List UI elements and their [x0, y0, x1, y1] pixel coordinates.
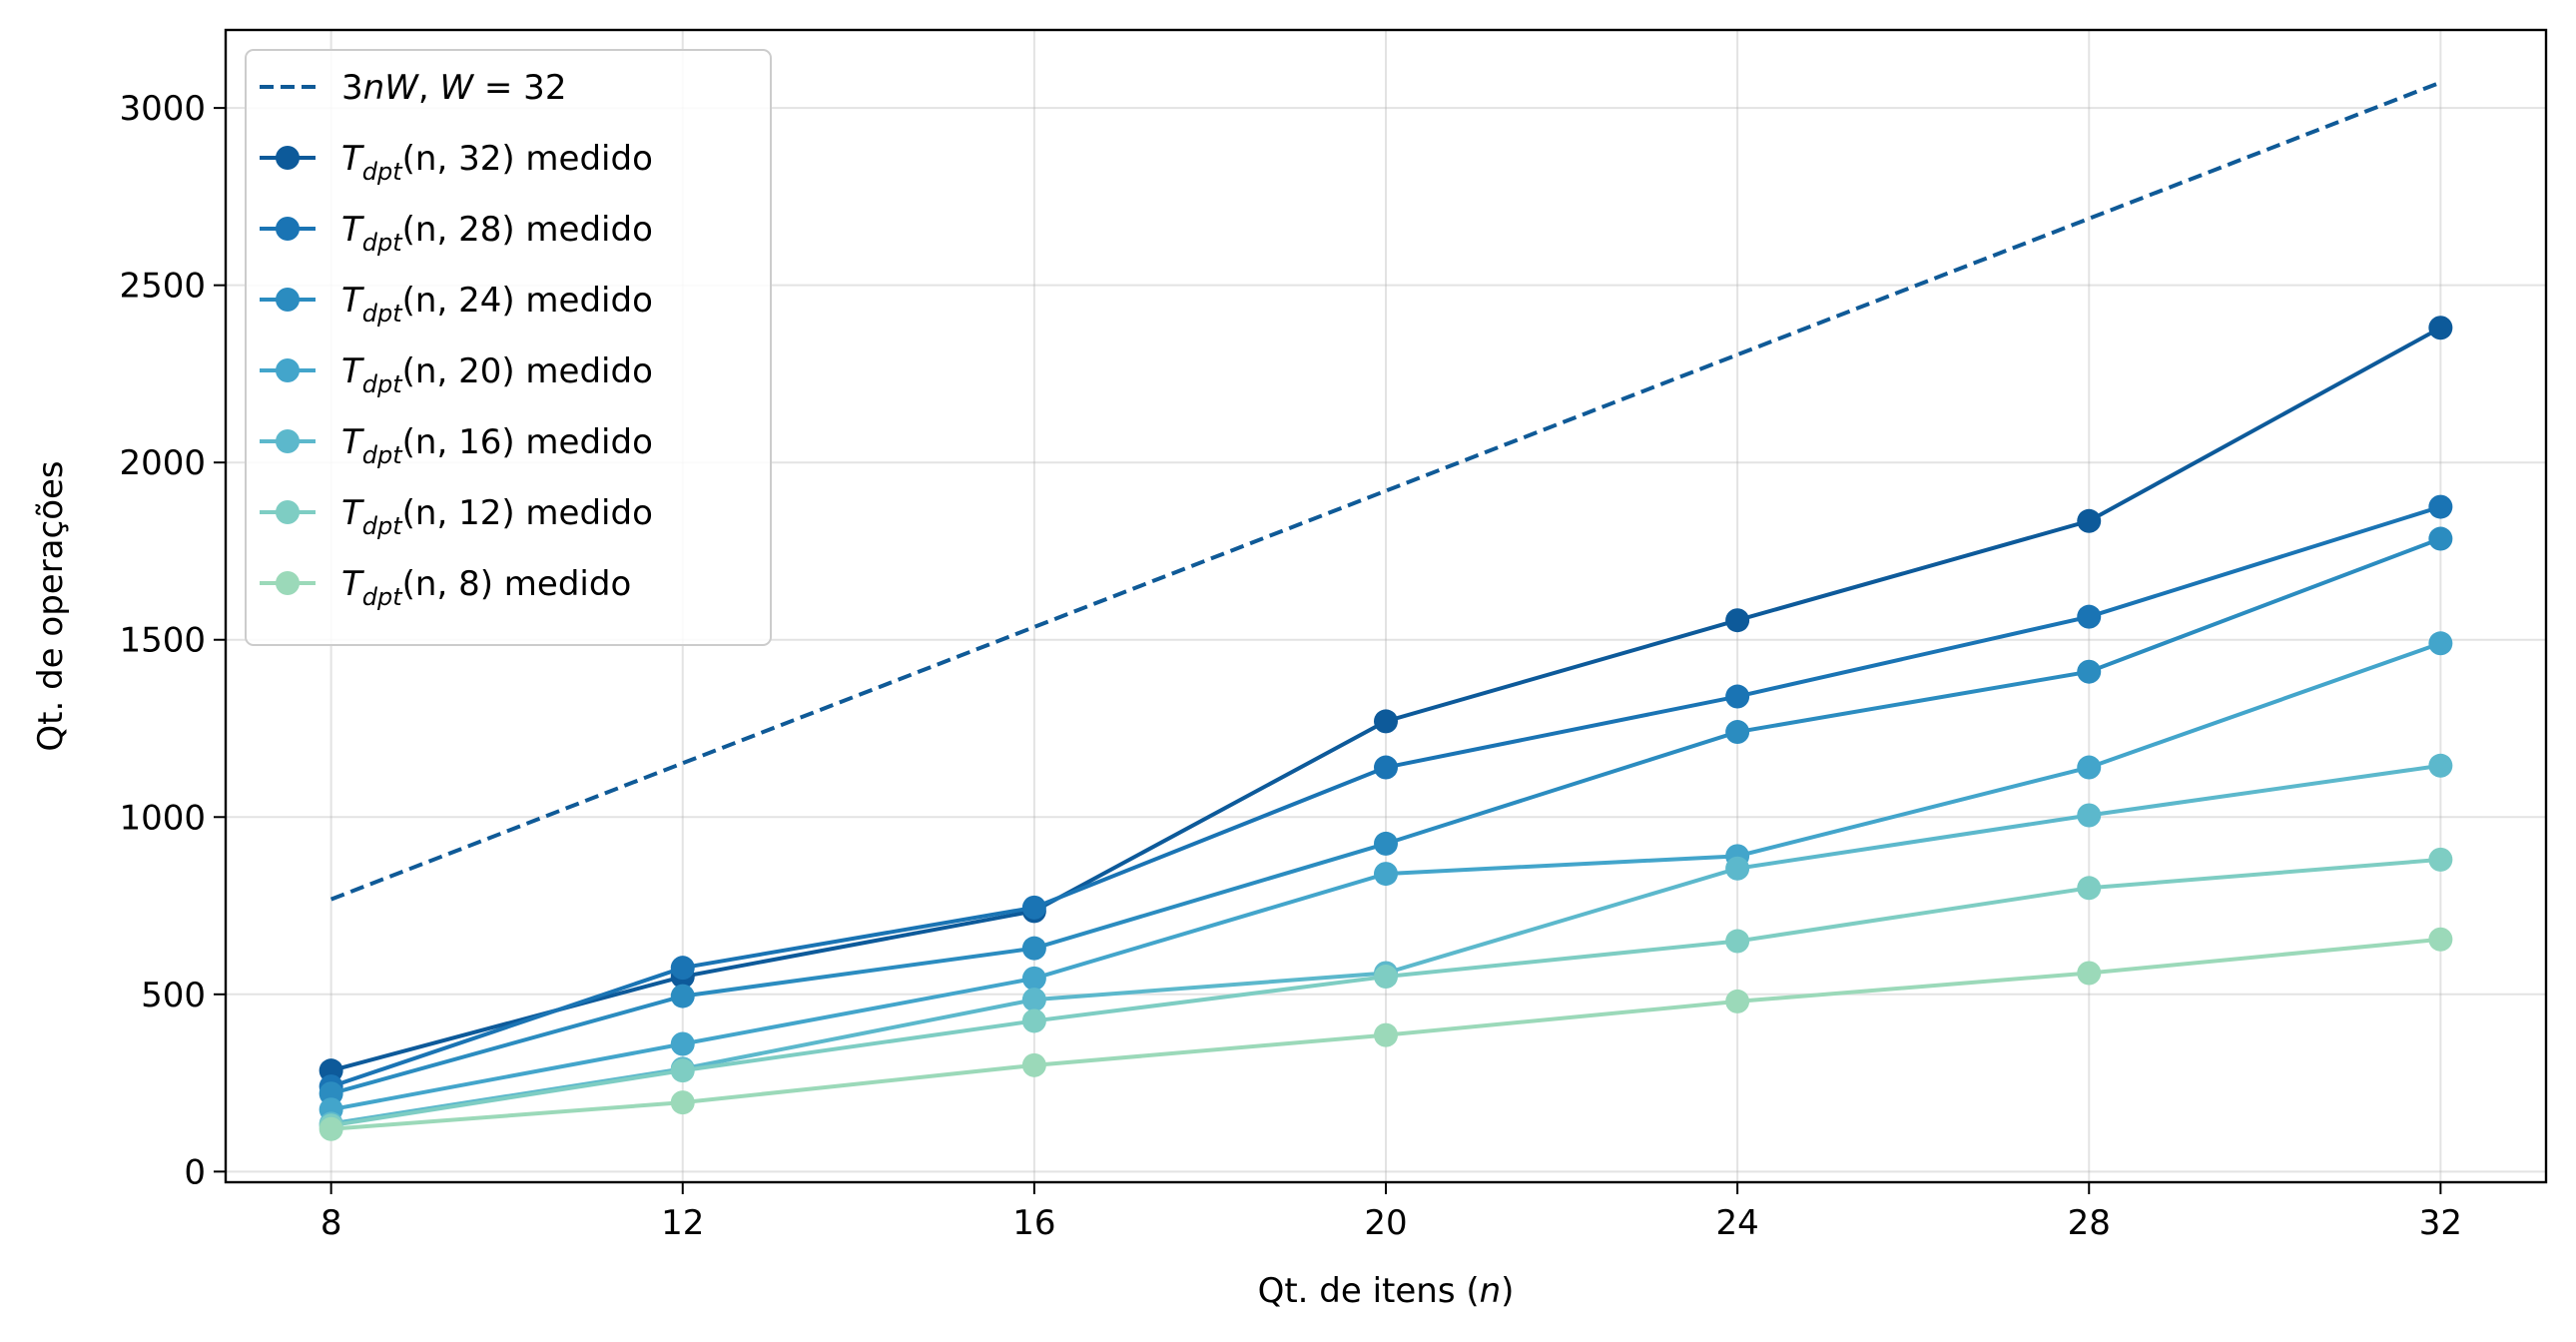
data-point: [2428, 526, 2453, 551]
legend-label: 3nW, W = 32: [341, 68, 566, 108]
y-axis: 0 500 1000 1500 2000 2500 3000: [119, 89, 226, 1192]
y-axis-label: Qt. de operações: [31, 460, 71, 751]
data-point: [2077, 659, 2102, 684]
data-point: [1725, 929, 1750, 954]
data-point: [2077, 604, 2102, 629]
legend-label: Tdpt(n, 8) medido: [341, 564, 631, 611]
data-point: [1374, 755, 1398, 780]
data-point: [670, 1058, 695, 1083]
data-point: [1725, 684, 1750, 709]
x-axis-label-close: ): [1501, 1271, 1514, 1311]
data-point: [1725, 989, 1750, 1013]
y-tick-label: 2500: [119, 267, 206, 307]
legend-label: Tdpt(n, 20) medido: [341, 351, 653, 398]
legend: 3nW, W = 32 Tdpt(n, 32) medido Tdpt(n, 28)…: [245, 49, 772, 646]
y-tick-label: 0: [184, 1152, 206, 1192]
data-point: [2428, 927, 2453, 952]
data-point: [1725, 608, 1750, 633]
data-point: [2428, 494, 2453, 519]
x-tick-label: 16: [1012, 1203, 1055, 1243]
legend-handle-marker: [276, 429, 300, 453]
legend-entry: 3nW, W = 32: [260, 68, 566, 108]
data-point: [2077, 876, 2102, 901]
data-point: [2428, 847, 2453, 872]
data-point: [670, 1090, 695, 1115]
x-tick-label: 28: [2068, 1203, 2111, 1243]
data-point: [1021, 1052, 1046, 1077]
legend-entry: Tdpt(n, 16) medido: [260, 422, 653, 469]
legend-handle-marker: [276, 146, 300, 170]
data-point: [319, 1116, 343, 1141]
data-point: [2077, 961, 2102, 986]
x-axis: 8 12 16 20 24 28 32: [321, 1182, 2462, 1243]
data-point: [2428, 631, 2453, 656]
series-2: [319, 494, 2453, 1099]
data-point: [2077, 508, 2102, 533]
data-point: [670, 1031, 695, 1056]
y-tick-label: 500: [141, 976, 206, 1015]
y-tick-label: 1500: [119, 621, 206, 661]
data-point: [1374, 1022, 1398, 1047]
data-point: [2077, 755, 2102, 780]
y-tick-label: 3000: [119, 89, 206, 129]
legend-handle-marker: [276, 288, 300, 312]
y-tick-label: 2000: [119, 443, 206, 483]
legend-handle-marker: [276, 217, 300, 241]
data-point: [1021, 895, 1046, 920]
data-point: [2077, 803, 2102, 828]
series-7: [319, 927, 2453, 1141]
legend-handle-marker: [276, 571, 300, 595]
data-point: [1021, 966, 1046, 991]
data-point: [670, 956, 695, 981]
data-point: [1021, 936, 1046, 961]
data-point: [1725, 856, 1750, 881]
legend-handle-marker: [276, 500, 300, 524]
y-tick-label: 1000: [119, 798, 206, 838]
legend-entry: Tdpt(n, 32) medido: [260, 139, 653, 186]
x-tick-label: 24: [1715, 1203, 1758, 1243]
data-point: [1374, 862, 1398, 887]
data-point: [1725, 720, 1750, 745]
x-tick-label: 12: [661, 1203, 704, 1243]
legend-box: [245, 49, 772, 646]
series-6: [319, 847, 2453, 1138]
legend-label: Tdpt(n, 32) medido: [341, 139, 653, 186]
legend-entry: Tdpt(n, 8) medido: [260, 564, 631, 611]
x-axis-label-text: Qt. de itens (: [1258, 1271, 1480, 1311]
x-axis-label: Qt. de itens (n): [1258, 1271, 1515, 1311]
x-tick-label: 8: [321, 1203, 342, 1243]
legend-handle-marker: [276, 358, 300, 382]
data-point: [1021, 988, 1046, 1012]
data-point: [2428, 753, 2453, 778]
x-tick-label: 32: [2419, 1203, 2462, 1243]
legend-label: Tdpt(n, 24) medido: [341, 281, 653, 328]
data-point: [1374, 965, 1398, 990]
legend-label: Tdpt(n, 28) medido: [341, 210, 653, 257]
legend-label: Tdpt(n, 12) medido: [341, 493, 653, 540]
data-point: [1374, 709, 1398, 734]
legend-entry: Tdpt(n, 28) medido: [260, 210, 653, 257]
data-point: [670, 984, 695, 1008]
legend-entry: Tdpt(n, 20) medido: [260, 351, 653, 398]
legend-label: Tdpt(n, 16) medido: [341, 422, 653, 469]
legend-entry: Tdpt(n, 24) medido: [260, 281, 653, 328]
series-layer: [319, 80, 2453, 1141]
data-point: [1021, 1008, 1046, 1033]
data-point: [2428, 316, 2453, 340]
x-axis-label-var: n: [1480, 1271, 1502, 1311]
data-point: [1374, 831, 1398, 856]
x-tick-label: 20: [1364, 1203, 1407, 1243]
legend-entry: Tdpt(n, 12) medido: [260, 493, 653, 540]
